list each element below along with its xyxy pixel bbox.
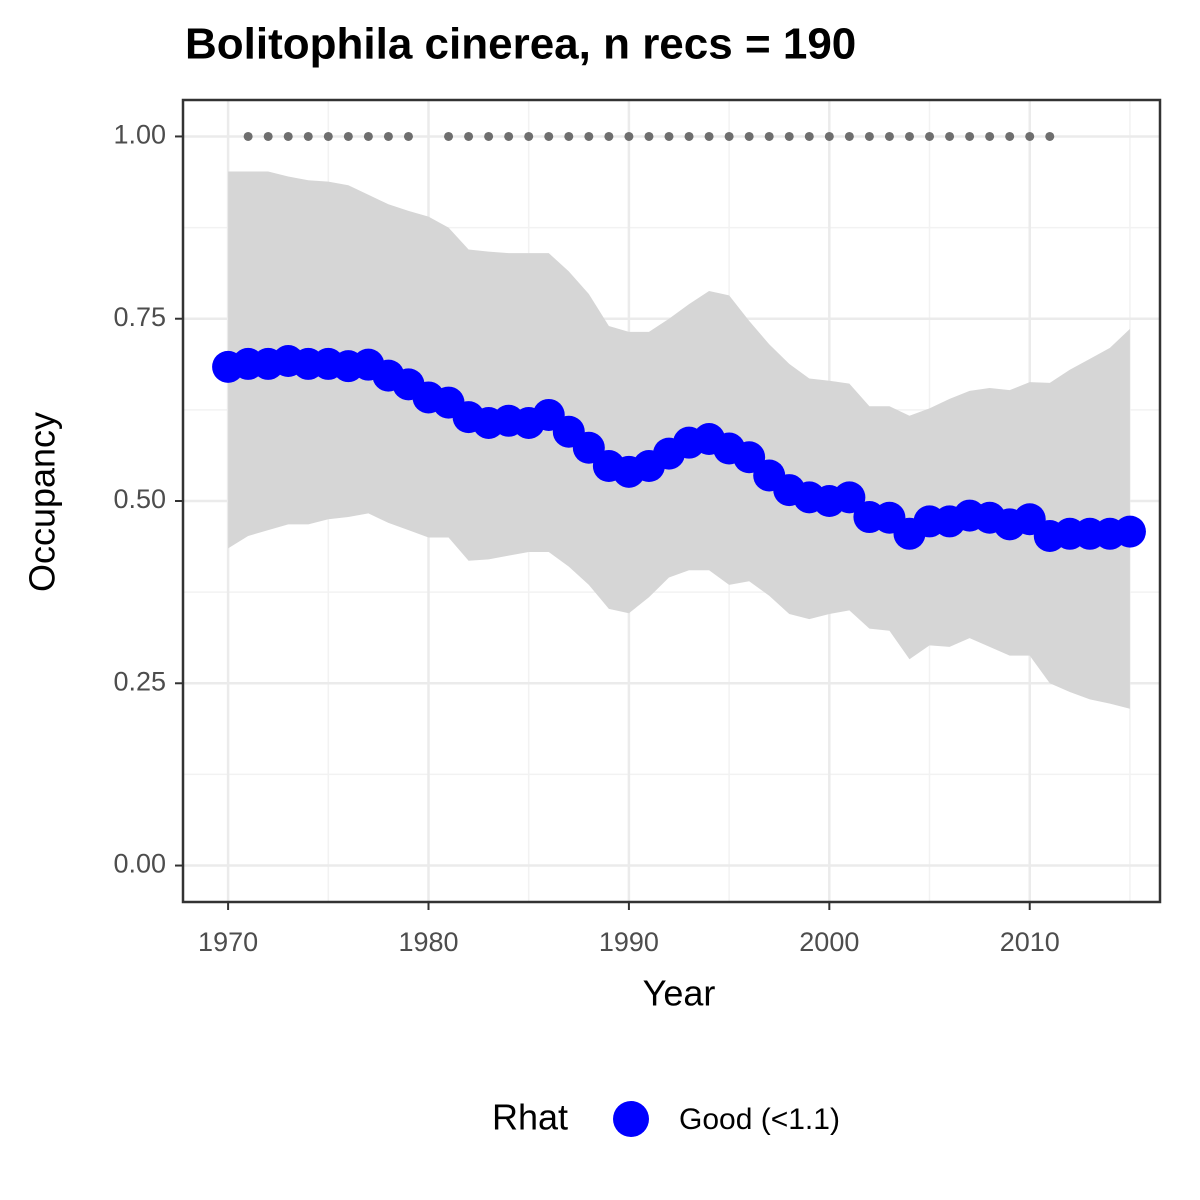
y-tick-label: 0.25	[113, 666, 166, 696]
record-dot	[824, 131, 834, 141]
point	[1113, 515, 1146, 548]
x-tick-label: 1990	[599, 927, 659, 957]
record-dot	[464, 131, 474, 141]
x-tick-label: 1980	[398, 927, 458, 957]
x-tick-label: 2010	[1000, 927, 1060, 957]
record-dot	[704, 131, 714, 141]
record-dot	[484, 131, 494, 141]
panel-border	[181, 98, 1162, 904]
record-dot	[744, 131, 754, 141]
record-dot	[864, 131, 874, 141]
y-axis-title: Occupancy	[22, 412, 63, 592]
record-dot	[1005, 131, 1015, 141]
record-dot	[804, 131, 814, 141]
record-dot	[343, 131, 353, 141]
record-dot	[945, 131, 955, 141]
record-dot	[363, 131, 373, 141]
record-dot	[1045, 131, 1055, 141]
record-dot	[263, 131, 273, 141]
record-dot	[904, 131, 914, 141]
record-dot	[884, 131, 894, 141]
legend-label: Good (<1.1)	[679, 1103, 840, 1136]
point	[833, 481, 866, 514]
record-dot	[624, 131, 634, 141]
record-dot	[604, 131, 614, 141]
record-dot	[925, 131, 935, 141]
record-dot	[764, 131, 774, 141]
y-tick-label: 0.00	[113, 849, 166, 879]
record-dot	[965, 131, 975, 141]
record-dot	[544, 131, 554, 141]
record-dot	[504, 131, 514, 141]
record-dot	[724, 131, 734, 141]
x-axis-title: Year	[643, 973, 716, 1014]
record-dot	[323, 131, 333, 141]
record-dot	[444, 131, 454, 141]
record-dot	[383, 131, 393, 141]
record-dot	[584, 131, 594, 141]
record-dot	[283, 131, 293, 141]
y-tick-label: 1.00	[113, 120, 166, 150]
record-dot	[524, 131, 534, 141]
record-dot	[644, 131, 654, 141]
record-dot	[844, 131, 854, 141]
chart-title: Bolitophila cinerea, n recs = 190	[185, 20, 856, 69]
x-tick-label: 2000	[799, 927, 859, 957]
record-dot	[784, 131, 794, 141]
record-dot	[1025, 131, 1035, 141]
record-dot	[684, 131, 694, 141]
record-dot	[985, 131, 995, 141]
y-tick-label: 0.75	[113, 302, 166, 332]
legend-swatch	[613, 1101, 649, 1137]
x-tick-label: 1970	[198, 927, 258, 957]
record-dot	[664, 131, 674, 141]
record-dot	[564, 131, 574, 141]
legend-title: Rhat	[492, 1097, 568, 1138]
record-dot	[403, 131, 413, 141]
record-dot	[243, 131, 253, 141]
y-tick-label: 0.50	[113, 484, 166, 514]
record-dot	[303, 131, 313, 141]
